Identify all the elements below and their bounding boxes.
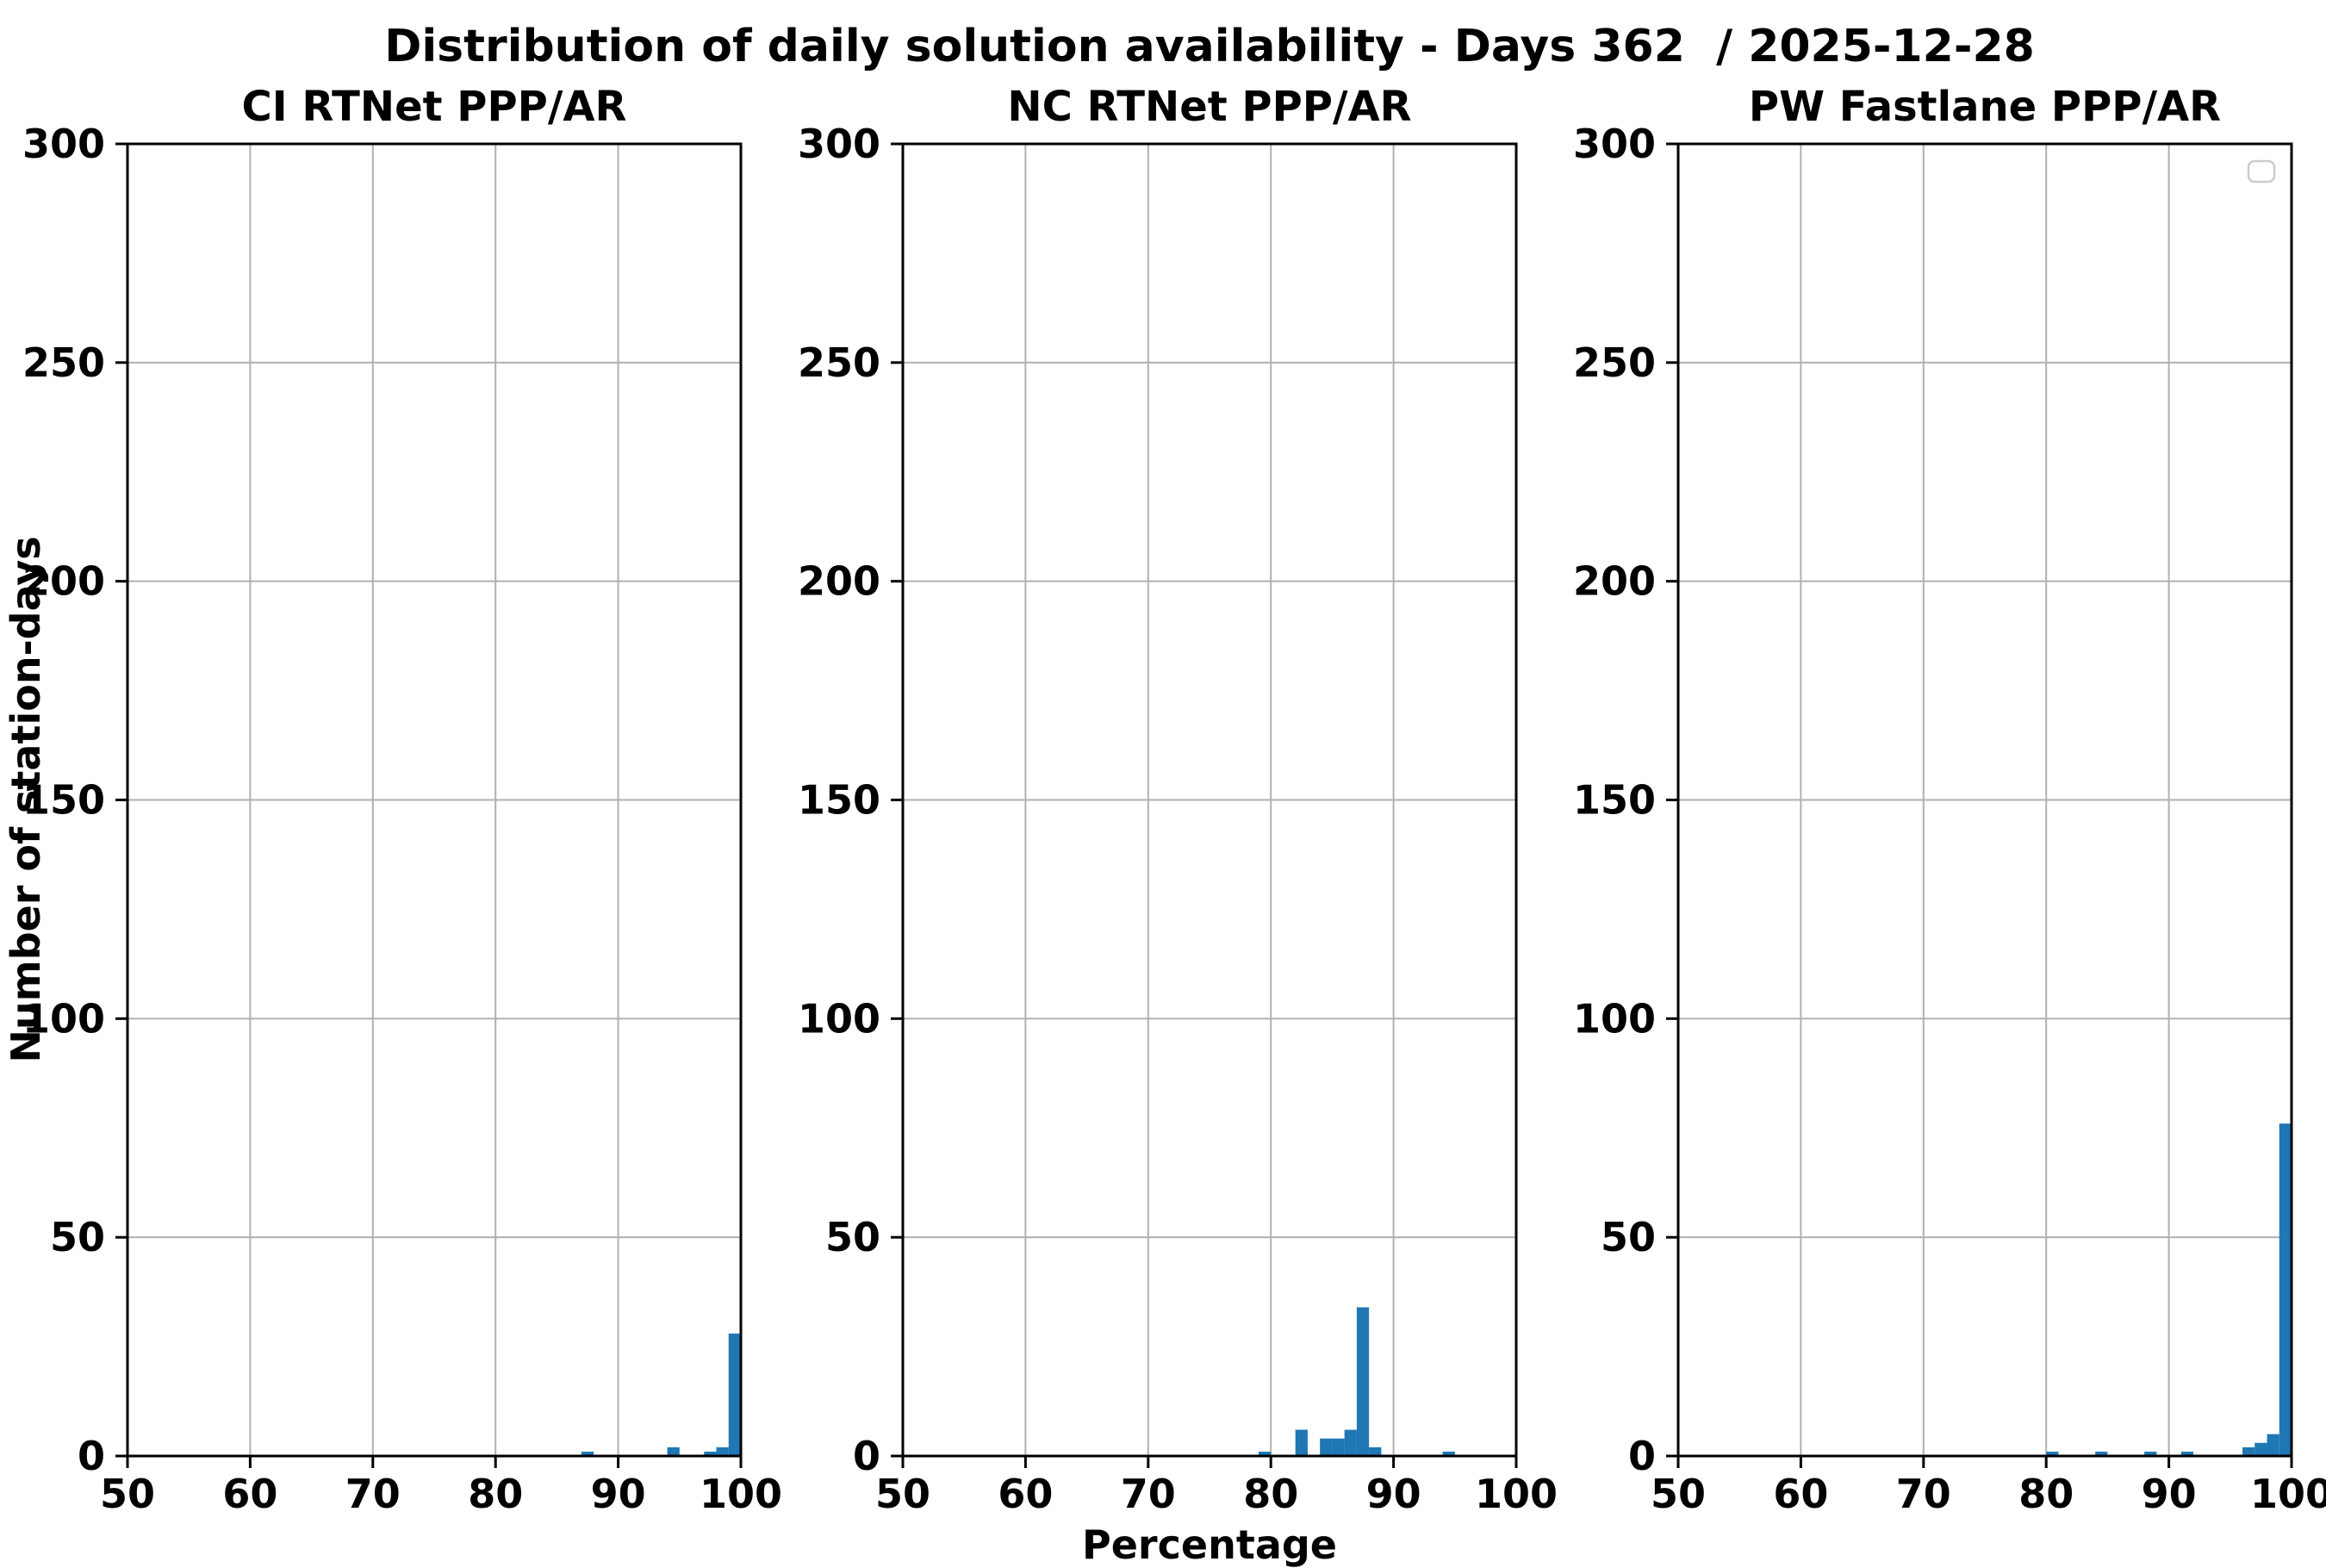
- histogram-bar: [1369, 1447, 1382, 1456]
- subplot-title-nc-rtnet: NC RTNet PPP/AR: [1007, 83, 1412, 131]
- x-tick-label: 100: [2250, 1471, 2326, 1517]
- x-tick-label: 50: [100, 1471, 155, 1517]
- histogram-bar: [2144, 1451, 2157, 1456]
- y-tick-label: 50: [1601, 1214, 1656, 1260]
- subplot-title-pw-fastlane: PW Fastlane PPP/AR: [1748, 83, 2222, 131]
- y-tick-label: 300: [1573, 121, 1656, 167]
- histogram-bar: [1320, 1438, 1333, 1456]
- histogram-bar: [2242, 1447, 2255, 1456]
- y-tick-label: 100: [798, 995, 880, 1042]
- y-tick-label: 100: [22, 995, 105, 1042]
- x-tick-label: 80: [468, 1471, 523, 1517]
- histogram-bar: [1344, 1429, 1357, 1456]
- histogram-bar: [2254, 1442, 2267, 1456]
- y-tick-label: 100: [1573, 995, 1656, 1042]
- y-tick-label: 50: [50, 1214, 105, 1260]
- x-tick-label: 50: [875, 1471, 930, 1517]
- y-tick-label: 300: [798, 121, 880, 167]
- histogram-bar: [2180, 1451, 2194, 1456]
- ticks: [1666, 142, 2293, 1468]
- y-axis-label: Number of station-days: [3, 536, 49, 1063]
- y-tick-label: 200: [1573, 558, 1656, 605]
- histogram-bar: [716, 1447, 729, 1456]
- x-tick-label: 70: [1121, 1471, 1176, 1517]
- x-tick-label: 70: [1896, 1471, 1951, 1517]
- y-tick-label: 0: [1628, 1433, 1656, 1479]
- histogram-bar: [2046, 1451, 2059, 1456]
- histogram-bar: [667, 1447, 680, 1456]
- x-axis-label: Percentage: [1082, 1521, 1337, 1568]
- x-tick-label: 100: [700, 1471, 782, 1517]
- histogram-bars: [2046, 1123, 2292, 1456]
- y-tick-label: 250: [798, 339, 880, 386]
- histogram-bar: [1295, 1429, 1308, 1456]
- histogram-bar: [728, 1333, 741, 1456]
- histogram-bar: [2279, 1123, 2292, 1456]
- x-tick-label: 90: [1366, 1471, 1421, 1517]
- histogram-bar: [2095, 1451, 2108, 1456]
- histogram-bars: [1258, 1307, 1455, 1456]
- y-tick-label: 0: [78, 1433, 105, 1479]
- y-tick-label: 150: [798, 777, 880, 824]
- y-tick-label: 50: [825, 1214, 880, 1260]
- histogram-bar: [581, 1451, 594, 1456]
- y-tick-label: 250: [1573, 339, 1656, 386]
- x-tick-label: 70: [345, 1471, 401, 1517]
- y-tick-label: 200: [798, 558, 880, 605]
- histogram-bar: [1356, 1307, 1370, 1456]
- histogram-bars: [581, 1333, 741, 1456]
- y-tick-label: 150: [22, 777, 105, 824]
- histogram-bar: [1258, 1451, 1272, 1456]
- histogram-bar: [1442, 1451, 1455, 1456]
- x-tick-label: 80: [1243, 1471, 1298, 1517]
- figure-title: Distribution of daily solution availabil…: [384, 21, 2035, 72]
- y-tick-label: 300: [22, 121, 105, 167]
- y-tick-label: 200: [22, 558, 105, 605]
- x-tick-label: 100: [1475, 1471, 1558, 1517]
- y-tick-label: 250: [22, 339, 105, 386]
- x-tick-label: 60: [998, 1471, 1053, 1517]
- legend-box: [2247, 159, 2276, 184]
- x-tick-label: 60: [222, 1471, 277, 1517]
- histogram-bar: [704, 1451, 717, 1456]
- ticks: [115, 142, 743, 1468]
- ticks: [891, 142, 1518, 1468]
- x-tick-label: 60: [1773, 1471, 1828, 1517]
- histogram-bar: [2267, 1434, 2279, 1456]
- y-tick-label: 0: [853, 1433, 880, 1479]
- x-tick-label: 90: [591, 1471, 646, 1517]
- gridlines: [127, 143, 742, 1457]
- subplot-title-ci-rtnet: CI RTNet PPP/AR: [241, 83, 627, 131]
- x-tick-label: 80: [2018, 1471, 2074, 1517]
- x-tick-label: 50: [1651, 1471, 1706, 1517]
- y-tick-label: 150: [1573, 777, 1656, 824]
- x-tick-label: 90: [2142, 1471, 2197, 1517]
- histogram-bar: [1332, 1438, 1345, 1456]
